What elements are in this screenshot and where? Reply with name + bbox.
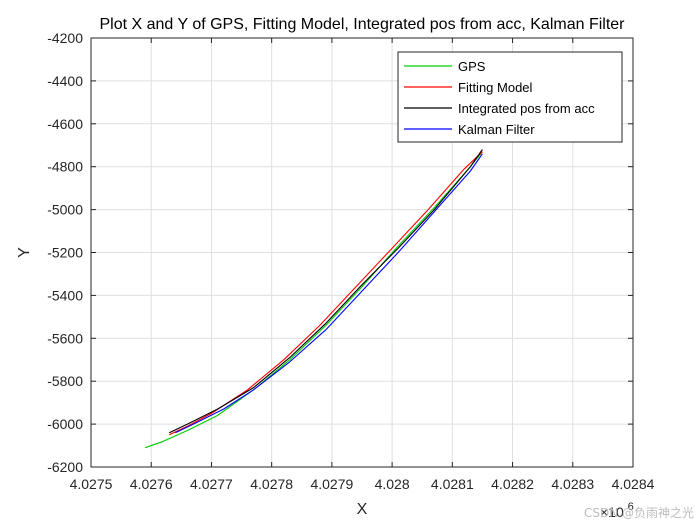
grid-lines [90, 37, 634, 468]
x-tick-label: 4.0281 [431, 476, 474, 492]
x-tick-label: 4.0279 [310, 476, 353, 492]
y-tick-label: -5200 [47, 245, 83, 261]
x-tick-label: 4.0283 [551, 476, 594, 492]
y-tick-label: -5800 [47, 373, 83, 389]
legend-label: Integrated pos from acc [458, 101, 595, 116]
watermark: CSDN @负雨神之光 [584, 506, 694, 520]
y-tick-label: -6000 [47, 416, 83, 432]
legend-box [397, 51, 623, 143]
series-layer [145, 149, 483, 449]
x-tick-label: 4.0284 [612, 476, 655, 492]
y-tick-label: -4600 [47, 116, 83, 132]
y-tick-label: -4800 [47, 159, 83, 175]
series-line-fitting-model [169, 151, 483, 436]
x-exponent-power: 6 [628, 501, 634, 513]
x-tick-label: 4.028 [375, 476, 410, 492]
x-axis-exponent: ×10 6 [600, 501, 634, 520]
series-line-integrated-pos-from-acc [169, 149, 483, 434]
y-tick-label: -5600 [47, 330, 83, 346]
legend-label: Fitting Model [458, 80, 533, 95]
legend-label: GPS [458, 59, 486, 74]
y-tick-label: -4200 [47, 30, 83, 46]
series-line-kalman-filter [175, 153, 483, 434]
x-tick-label: 4.0278 [250, 476, 293, 492]
y-tick-label: -5400 [47, 287, 83, 303]
y-axis-label: Y [16, 247, 33, 258]
x-tick-label: 4.0275 [70, 476, 113, 492]
y-tick-label: -4400 [47, 73, 83, 89]
x-tick-label: 4.0282 [491, 476, 534, 492]
x-tick-label: 4.0276 [130, 476, 173, 492]
legend-label: Kalman Filter [458, 122, 535, 137]
y-tick-label: -6200 [47, 459, 83, 475]
x-exponent-base: ×10 [600, 504, 624, 520]
axis-ticks: 4.0275 4.0276 4.0277 4.0278 4.0279 4.028 4.028… [47, 30, 654, 492]
y-tick-label: -5000 [47, 202, 83, 218]
legend: GPS Fitting Model Integrated pos from acc K… [397, 51, 623, 143]
x-axis-label: X [357, 501, 368, 518]
series-line-gps [145, 151, 483, 449]
chart-title: Plot X and Y of GPS, Fitting Model, Inte… [100, 16, 626, 33]
x-tick-label: 4.0277 [190, 476, 233, 492]
